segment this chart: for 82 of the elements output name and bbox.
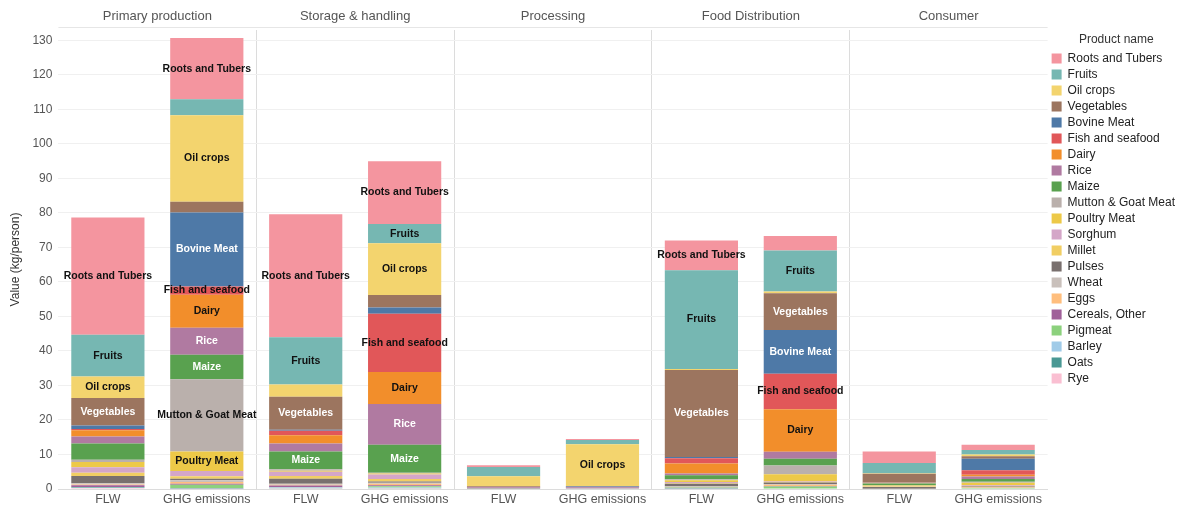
y-tick-label: 40: [39, 343, 53, 358]
y-tick-label: 50: [39, 308, 53, 323]
data-label: Dairy: [193, 304, 221, 317]
legend-label: Mutton & Goat Meat: [1067, 194, 1176, 209]
legend-label: Rice: [1067, 162, 1092, 177]
data-label: Vegetables: [278, 406, 334, 419]
legend-label: Wheat: [1067, 274, 1103, 289]
legend-label: Fish and seafood: [1067, 130, 1160, 145]
data-label: Fruits: [686, 312, 717, 325]
data-label: Oil crops: [579, 457, 626, 470]
x-tick-label: GHG emissions: [360, 491, 449, 506]
data-label: Bovine Meat: [769, 344, 832, 357]
data-label: Roots and Tubers: [360, 185, 450, 198]
data-label: Mutton & Goat Meat: [157, 408, 257, 421]
legend-title: Product name: [1078, 32, 1154, 47]
x-tick-label: GHG emissions: [954, 491, 1042, 506]
x-tick-label: FLW: [490, 491, 517, 506]
text: Storage & handling: [299, 7, 411, 23]
legend-label: Pigmeat: [1067, 322, 1113, 337]
y-tick-label: 110: [33, 101, 53, 116]
data-label: Vegetables: [80, 404, 136, 417]
data-label: Bovine Meat: [175, 242, 239, 255]
data-label: Vegetables: [673, 406, 729, 419]
y-tick-label: 60: [39, 274, 53, 289]
legend-label: Vegetables: [1067, 98, 1128, 113]
x-tick-label: GHG emissions: [756, 491, 845, 506]
data-label: Oil crops: [381, 262, 428, 275]
legend-label: Cereals, Other: [1067, 306, 1146, 321]
legend-label: Rye: [1067, 370, 1090, 385]
y-tick-label: 30: [39, 377, 53, 392]
x-tick-label: FLW: [886, 491, 913, 506]
data-label: Roots and Tubers: [261, 268, 351, 281]
y-axis-title: Value (kg/person): [7, 212, 22, 307]
y-tick-label: 0: [45, 481, 53, 496]
legend-label: Sorghum: [1067, 226, 1117, 241]
data-label: Dairy: [787, 423, 814, 436]
text: Primary production: [102, 7, 212, 23]
y-tick-label: 90: [39, 170, 53, 185]
x-tick-label: GHG emissions: [558, 491, 647, 506]
y-tick-label: 130: [32, 32, 53, 47]
data-label: Rice: [393, 417, 416, 430]
data-label: Fruits: [785, 263, 816, 276]
text: Consumer: [918, 7, 980, 23]
x-tick-label: FLW: [688, 491, 715, 506]
data-label: Oil crops: [85, 380, 131, 393]
data-label: Fruits: [291, 353, 321, 366]
legend-label: Millet: [1067, 242, 1097, 257]
x-tick-label: GHG emissions: [163, 491, 251, 506]
data-label: Fruits: [390, 226, 420, 239]
y-tick-label: 20: [39, 412, 53, 427]
text: Food Distribution: [701, 7, 800, 23]
legend-label: Roots and Tubers: [1067, 50, 1163, 65]
text: Processing: [520, 7, 586, 23]
data-label: Dairy: [391, 380, 418, 393]
legend-label: Oats: [1067, 354, 1093, 369]
y-tick-label: 80: [39, 205, 53, 220]
data-label: Rice: [195, 334, 219, 347]
data-label: Oil crops: [184, 151, 230, 164]
legend-label: Eggs: [1067, 290, 1095, 305]
y-tick-label: 10: [39, 446, 53, 461]
legend-label: Maize: [1067, 178, 1100, 193]
y-tick-label: 70: [39, 239, 53, 254]
y-tick-label: 120: [32, 67, 53, 82]
legend-label: Dairy: [1067, 146, 1096, 161]
data-label: Maize: [192, 359, 222, 372]
legend-label: Pulses: [1067, 258, 1104, 273]
data-label: Fruits: [93, 348, 123, 361]
x-tick-label: FLW: [292, 491, 319, 506]
data-label: Poultry Meat: [175, 454, 239, 467]
data-label: Roots and Tubers: [63, 268, 153, 281]
legend-label: Poultry Meat: [1067, 210, 1136, 225]
legend-label: Oil crops: [1067, 82, 1115, 97]
data-label: Roots and Tubers: [162, 61, 252, 74]
data-label: Roots and Tubers: [657, 248, 746, 261]
x-tick-label: FLW: [95, 491, 121, 506]
legend-label: Barley: [1067, 338, 1102, 353]
legend-label: Bovine Meat: [1067, 114, 1135, 129]
y-tick-label: 100: [32, 136, 53, 151]
data-label: Maize: [390, 451, 420, 464]
data-label: Vegetables: [772, 304, 828, 317]
legend-label: Fruits: [1067, 66, 1098, 81]
data-label: Maize: [291, 453, 321, 466]
